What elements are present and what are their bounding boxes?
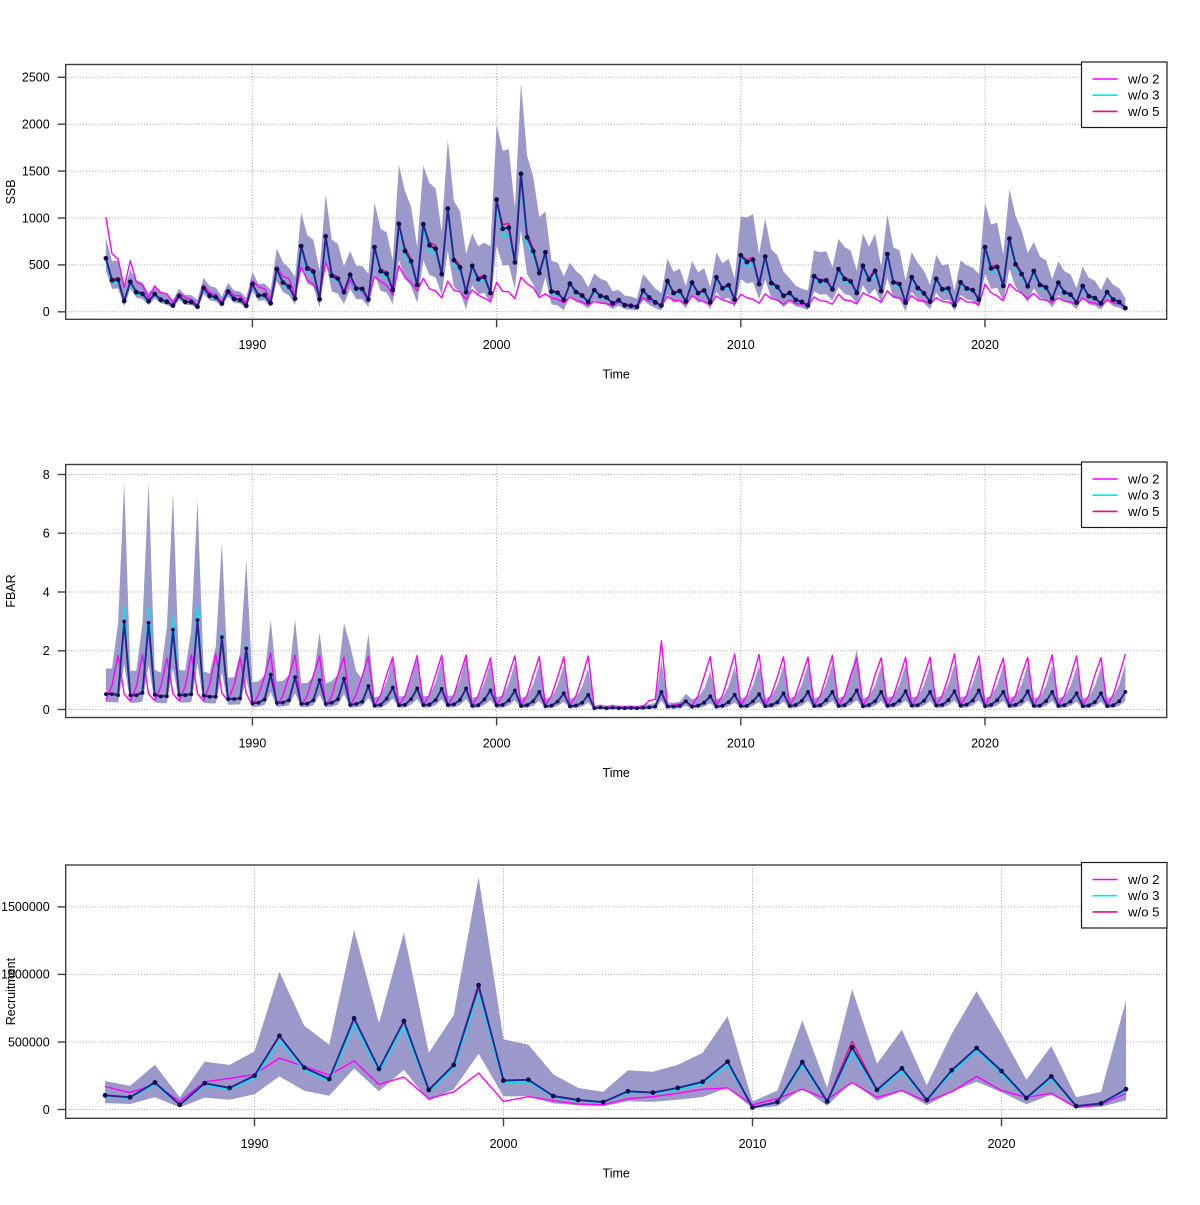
svg-text:SSB: SSB [4,179,18,204]
svg-text:w/o 5: w/o 5 [1127,104,1160,119]
svg-text:Time: Time [603,1167,630,1181]
svg-text:Time: Time [603,368,630,382]
svg-text:500000: 500000 [8,1035,50,1049]
svg-text:Time: Time [603,766,630,780]
svg-text:0: 0 [43,305,50,319]
svg-text:1500: 1500 [22,164,50,178]
svg-text:1990: 1990 [238,736,266,750]
svg-text:1000: 1000 [22,211,50,225]
svg-text:2010: 2010 [739,1137,767,1151]
svg-text:0: 0 [43,1103,50,1117]
svg-text:w/o 5: w/o 5 [1127,904,1160,919]
svg-text:w/o 2: w/o 2 [1127,71,1160,86]
svg-text:2000: 2000 [483,338,511,352]
svg-text:w/o 3: w/o 3 [1127,888,1160,903]
svg-text:1000000: 1000000 [1,968,50,982]
svg-text:Recruitment: Recruitment [4,957,18,1025]
svg-text:FBAR: FBAR [4,574,18,607]
svg-text:w/o 3: w/o 3 [1127,488,1160,503]
svg-text:1990: 1990 [241,1137,269,1151]
svg-text:2010: 2010 [727,338,755,352]
svg-text:2000: 2000 [22,118,50,132]
svg-text:w/o 3: w/o 3 [1127,88,1160,103]
svg-text:2000: 2000 [490,1137,518,1151]
svg-text:1990: 1990 [238,338,266,352]
svg-text:6: 6 [43,527,50,541]
svg-text:w/o 2: w/o 2 [1127,872,1160,887]
svg-text:2010: 2010 [727,736,755,750]
svg-text:2: 2 [43,644,50,658]
svg-text:2020: 2020 [971,736,999,750]
svg-text:2000: 2000 [483,736,511,750]
svg-text:0: 0 [43,703,50,717]
svg-text:2500: 2500 [22,71,50,85]
svg-text:2020: 2020 [988,1137,1016,1151]
svg-text:1500000: 1500000 [1,900,50,914]
svg-text:4: 4 [43,585,50,599]
svg-text:w/o 2: w/o 2 [1127,471,1160,486]
svg-text:w/o 5: w/o 5 [1127,504,1160,519]
svg-text:2020: 2020 [971,338,999,352]
svg-text:8: 8 [43,468,50,482]
svg-text:500: 500 [29,258,50,272]
